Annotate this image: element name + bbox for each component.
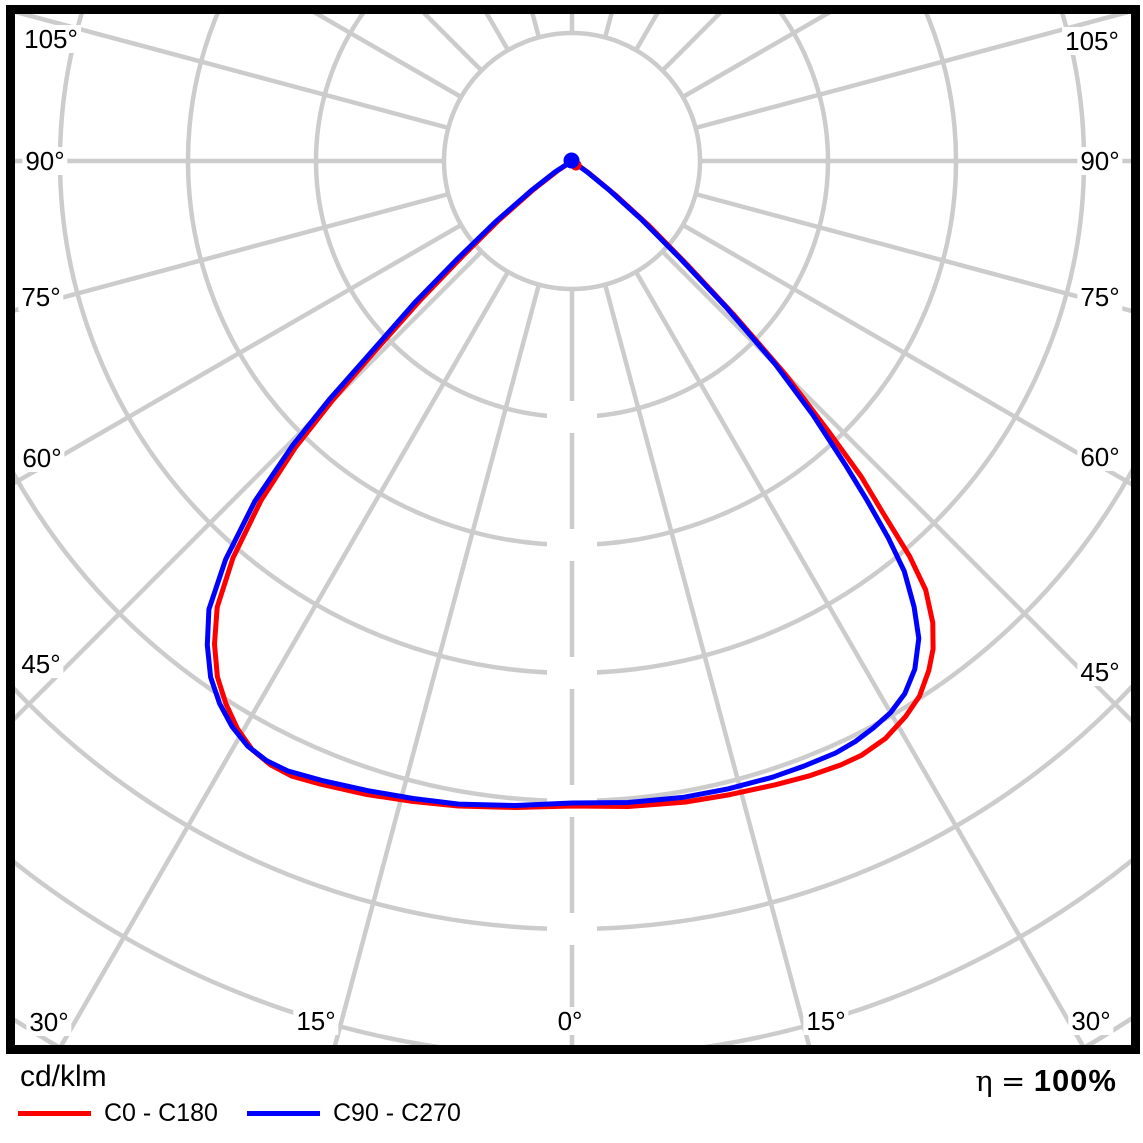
grid-spoke — [15, 223, 463, 486]
units-label: cd/klm — [20, 1060, 107, 1093]
grid-spoke — [15, 14, 449, 131]
legend-label-c0-c180: C0 - C180 — [104, 1098, 218, 1127]
grid-spoke — [695, 14, 1130, 131]
pole-marker — [563, 152, 580, 169]
radial-tick-box — [547, 657, 597, 689]
angle-label: 45° — [1077, 658, 1123, 686]
legend-item-c90-c270: C90 - C270 — [247, 1098, 461, 1128]
grid-spoke — [660, 249, 1131, 724]
grid-spoke — [332, 284, 542, 1045]
grid-spoke — [681, 223, 1131, 487]
angle-label: 15° — [803, 1007, 849, 1035]
grid-spoke — [15, 191, 449, 313]
radial-tick-box — [547, 913, 597, 945]
legend-swatch-c90-c270 — [247, 1110, 320, 1116]
curve-c0-c180 — [212, 158, 936, 810]
eta-value: 100% — [1033, 1063, 1117, 1098]
grid-spoke — [634, 270, 1085, 1045]
angle-label: 30° — [26, 1008, 72, 1036]
grid-spoke — [15, 249, 484, 722]
angle-label: 90° — [1077, 147, 1123, 175]
legend-swatch-c0-c180 — [18, 1110, 91, 1116]
angle-label: 15° — [293, 1007, 339, 1035]
angle-label: 75° — [1077, 283, 1123, 311]
angle-label: 105° — [1062, 27, 1122, 55]
radial-tick-box — [547, 401, 597, 433]
angle-label: 60° — [19, 444, 65, 472]
angle-label: 90° — [22, 147, 68, 175]
grid-spoke — [695, 191, 1131, 314]
angle-label: 45° — [18, 650, 64, 678]
efficiency-label: η = 100% — [975, 1063, 1117, 1098]
grid-spoke — [59, 270, 510, 1045]
angle-label: 60° — [1077, 443, 1123, 471]
legend-label-c90-c270: C90 - C270 — [333, 1098, 461, 1127]
grid-spoke — [602, 284, 812, 1045]
legend-item-c0-c180: C0 - C180 — [18, 1098, 218, 1128]
radial-tick-box — [547, 529, 597, 561]
curve-c90-c270 — [204, 158, 922, 808]
angle-label: 0° — [554, 1007, 586, 1035]
eta-operator: = — [1001, 1064, 1026, 1098]
angle-label: 30° — [1068, 1007, 1114, 1035]
angle-label: 105° — [21, 25, 81, 53]
radial-tick-boxes — [547, 401, 597, 945]
plot-frame — [6, 5, 1140, 1054]
angle-label: 75° — [18, 283, 64, 311]
eta-symbol: η — [975, 1064, 993, 1098]
